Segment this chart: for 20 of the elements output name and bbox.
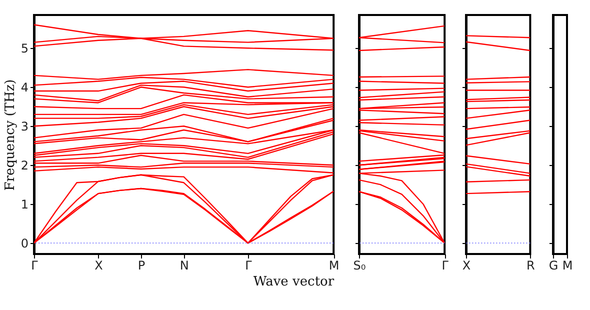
x-tick-label: S₀	[353, 258, 366, 272]
y-tick-label: 0	[20, 236, 28, 251]
y-tick-label: 2	[20, 158, 28, 173]
x-tick-label: N	[180, 258, 189, 272]
x-tick-label: Γ	[245, 258, 252, 272]
x-axis-title: Wave vector	[253, 274, 335, 290]
x-tick-label: Γ	[442, 258, 449, 272]
x-tick-label: Γ	[31, 258, 38, 272]
y-tick-label: 3	[20, 120, 28, 134]
y-axis-title: Frequency (THz)	[2, 79, 18, 191]
x-tick-label: X	[94, 258, 103, 272]
x-tick-label: M	[328, 258, 340, 272]
y-tick-label: 4	[20, 80, 28, 95]
x-tick-label: P	[138, 258, 146, 272]
y-tick-label: 1	[20, 198, 28, 212]
y-tick-label: 5	[20, 42, 28, 56]
x-tick-label: G	[548, 258, 558, 272]
x-tick-label: X	[462, 258, 471, 272]
x-tick-label: M	[562, 258, 573, 272]
x-tick-label: R	[526, 258, 535, 272]
